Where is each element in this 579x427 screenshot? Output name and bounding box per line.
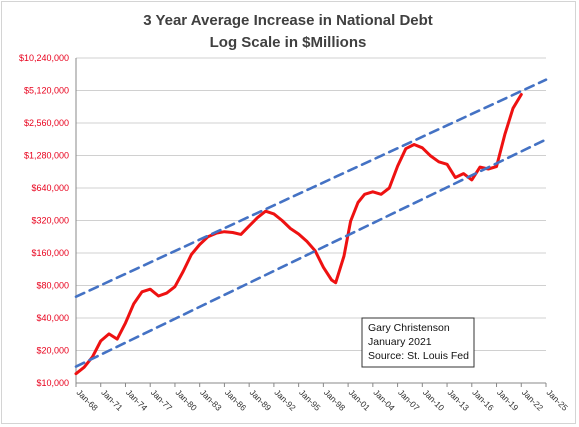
gridlines: [76, 57, 546, 384]
x-tick-label: Jan-80: [174, 387, 200, 413]
x-tick-labels: Jan-68 Jan-71 Jan-74 Jan-77 Jan-80 Jan-83 Jan-…: [75, 387, 571, 413]
debt-increase-line: [74, 93, 523, 376]
x-tick-label: Jan-68: [75, 387, 101, 413]
series: [74, 78, 548, 376]
x-tick-label: Jan-77: [149, 387, 175, 413]
y-tick-label: $10,240,000: [19, 53, 69, 63]
y-tick-label: $160,000: [31, 248, 69, 258]
annotation-date: January 2021: [368, 336, 432, 348]
y-tick-label: $40,000: [36, 313, 69, 323]
y-tick-labels: $10,000 $20,000 $40,000 $80,000 $160,000 $320…: [19, 53, 69, 388]
x-tick-label: Jan-83: [198, 387, 224, 413]
source-annotation: Gary Christenson January 2021 Source: St…: [361, 317, 475, 368]
annotation-box: [361, 317, 475, 368]
annotation-author: Gary Christenson: [368, 322, 450, 334]
x-tick-label: Jan-25: [545, 387, 571, 413]
y-tick-label: $5,120,000: [24, 86, 69, 96]
chart-title-line1: 3 Year Average Increase in National Debt: [143, 12, 433, 29]
y-tick-label: $10,000: [36, 378, 69, 388]
x-tick-label: Jan-98: [322, 387, 348, 413]
axes: [75, 58, 547, 387]
x-tick-label: Jan-86: [223, 387, 249, 413]
y-tick-label: $20,000: [36, 346, 69, 356]
x-tick-label: Jan-95: [297, 387, 323, 413]
x-tick-label: Jan-22: [520, 387, 546, 413]
x-tick-label: Jan-19: [495, 387, 521, 413]
y-tick-label: $1,280,000: [24, 151, 69, 161]
x-tick-label: Jan-10: [421, 387, 447, 413]
trend-line: [74, 138, 548, 368]
annotation-source: Source: St. Louis Fed: [368, 350, 469, 362]
x-tick-label: Jan-07: [396, 387, 422, 413]
x-tick-label: Jan-74: [124, 387, 150, 413]
x-tick-label: Jan-04: [371, 387, 397, 413]
y-tick-label: $2,560,000: [24, 118, 69, 128]
x-tick-label: Jan-01: [347, 387, 373, 413]
x-tick-label: Jan-13: [446, 387, 472, 413]
trend-line: [74, 78, 548, 298]
x-tick-label: Jan-71: [99, 387, 125, 413]
chart-title-line2: Log Scale in $Millions: [210, 34, 367, 51]
x-tick-label: Jan-16: [470, 387, 496, 413]
x-tick-label: Jan-92: [272, 387, 298, 413]
y-tick-label: $640,000: [31, 183, 69, 193]
x-tick-label: Jan-89: [248, 387, 274, 413]
y-tick-label: $320,000: [31, 216, 69, 226]
y-tick-label: $80,000: [36, 281, 69, 291]
